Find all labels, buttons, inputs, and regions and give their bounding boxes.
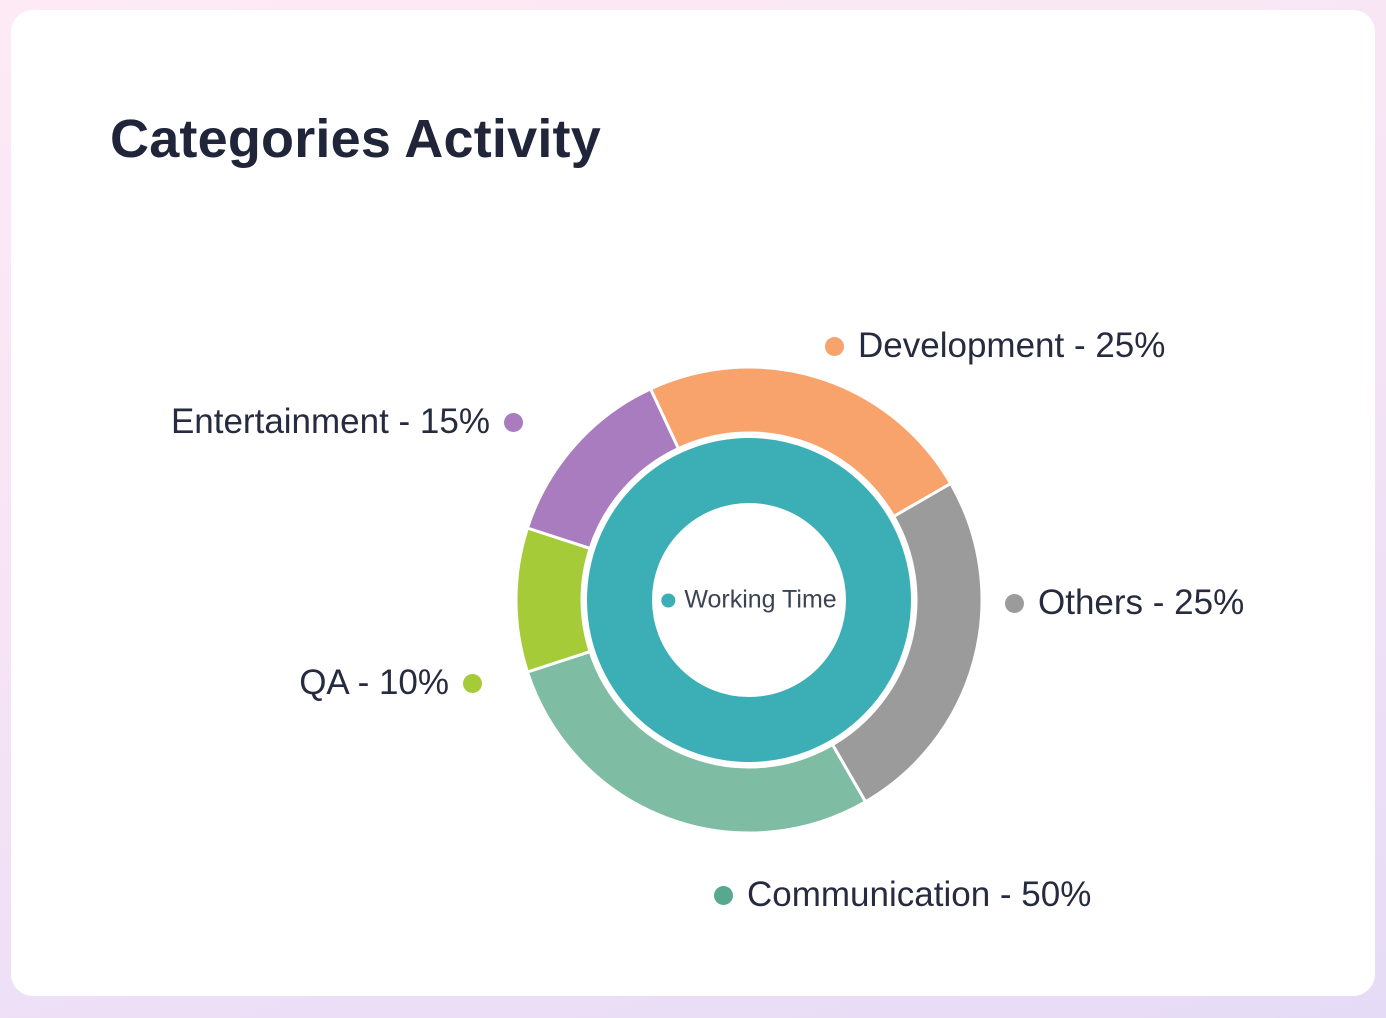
legend-entertainment-label: Entertainment - 15% [170, 402, 490, 441]
qa-dot-icon [463, 673, 482, 693]
legend-development: Development - 25% [825, 326, 1165, 366]
legend-others: Others - 25% [1005, 583, 1244, 623]
legend-development-label: Development - 25% [858, 326, 1166, 365]
categories-activity-card: Categories Activity Working Time Develop… [11, 10, 1375, 996]
segment-communication [525, 650, 867, 835]
communication-dot-icon [714, 885, 733, 905]
segment-qa [514, 526, 592, 674]
legend-entertainment: Entertainment - 15% [171, 402, 523, 442]
inner-ring-working-time [587, 438, 911, 762]
legend-communication: Communication - 50% [714, 875, 1091, 915]
working-time-dot-icon [661, 593, 676, 607]
entertainment-dot-icon [504, 412, 523, 432]
legend-others-label: Others - 25% [1038, 583, 1245, 622]
chart-center-label: Working Time [661, 585, 837, 615]
page-title: Categories Activity [110, 109, 601, 169]
legend-qa-label: QA - 10% [299, 663, 449, 702]
donut-chart: Working Time [449, 300, 1049, 900]
legend-communication-label: Communication - 50% [747, 875, 1092, 914]
others-dot-icon [1005, 593, 1024, 613]
donut-chart-svg [514, 365, 984, 835]
segment-entertainment [525, 387, 680, 550]
legend-qa: QA - 10% [299, 663, 482, 703]
working-time-label: Working Time [684, 585, 837, 614]
development-dot-icon [825, 336, 844, 356]
